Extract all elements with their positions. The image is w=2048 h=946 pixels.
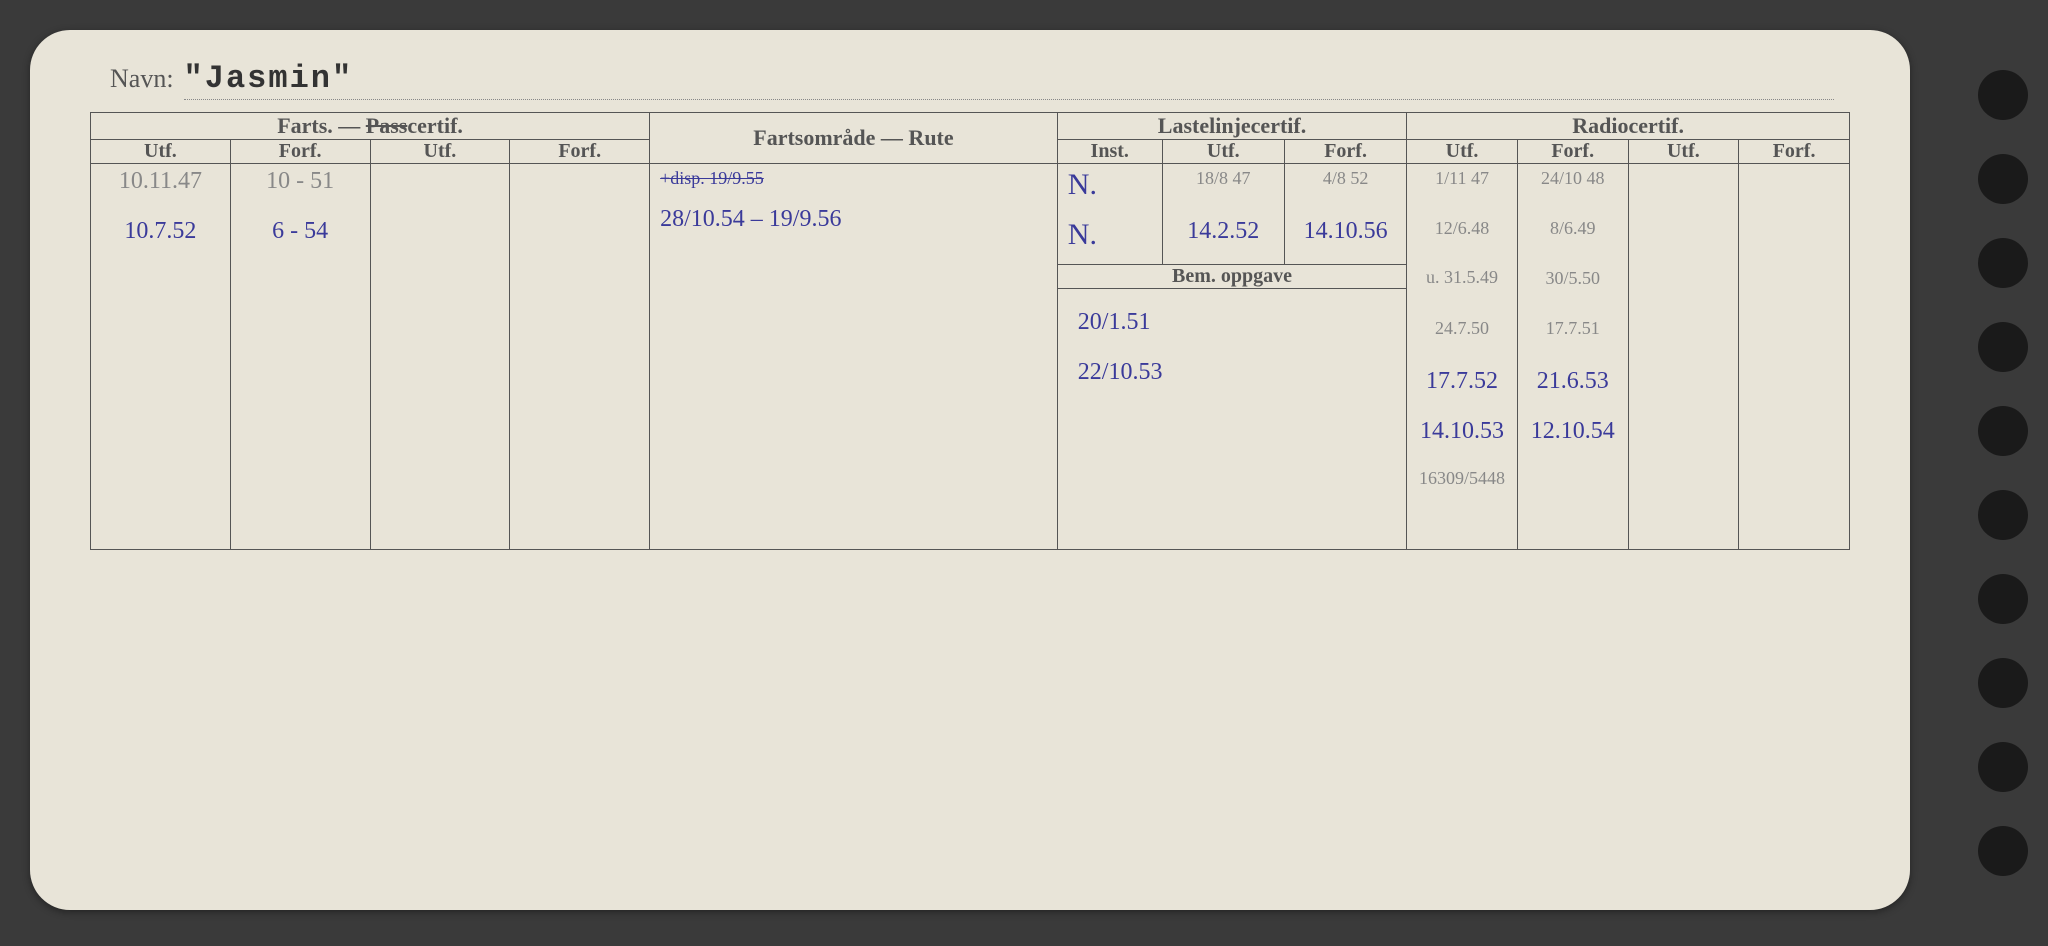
radio-utf-1: 1/11 47	[1407, 164, 1517, 214]
bem-line2: 22/10.53	[1058, 355, 1406, 405]
bem-header: Bem. oppgave	[1057, 265, 1406, 289]
hole-icon	[1978, 742, 2028, 792]
hole-icon	[1978, 658, 2028, 708]
laste-forf-2: 14.10.56	[1285, 214, 1406, 264]
header-farts: Farts. — Passcertif.	[91, 113, 650, 140]
sub-utf: Utf.	[370, 140, 510, 164]
sub-utf: Utf.	[1407, 140, 1518, 164]
radio-forf-6: 12.10.54	[1518, 414, 1628, 464]
farts-utf-1: 10.11.47	[91, 164, 230, 214]
sub-inst: Inst.	[1057, 140, 1162, 164]
index-card: Navn: "Jasmin" Farts. — Passcertif. Fart…	[30, 30, 1910, 910]
laste-forf-col: 4/8 52 14.10.56	[1284, 164, 1406, 265]
radio-forf-5: 21.6.53	[1518, 364, 1628, 414]
radio-forf-4: 17.7.51	[1518, 314, 1628, 364]
radio-forf-2: 8/6.49	[1518, 214, 1628, 264]
hole-icon	[1978, 406, 2028, 456]
card-content: Navn: "Jasmin" Farts. — Passcertif. Fart…	[30, 30, 1910, 550]
hole-icon	[1978, 322, 2028, 372]
radio-forf-1: 24/10 48	[1518, 164, 1628, 214]
radio-forf-a: 24/10 48 8/6.49 30/5.50 17.7.51 21.6.53 …	[1517, 164, 1628, 550]
hole-icon	[1978, 154, 2028, 204]
sub-forf: Forf.	[1739, 140, 1850, 164]
radio-forf-7	[1518, 464, 1628, 514]
laste-inst-2: N.	[1058, 214, 1162, 264]
header-radio: Radiocertif.	[1407, 113, 1850, 140]
farts-utf-2: 10.7.52	[91, 214, 230, 264]
certificate-table: Farts. — Passcertif. Fartsområde — Rute …	[90, 112, 1850, 550]
rute-cell: +disp. 19/9.55 28/10.54 – 19/9.56	[650, 164, 1058, 550]
radio-utf-3: u. 31.5.49	[1407, 264, 1517, 314]
radio-utf-b	[1628, 164, 1739, 550]
sub-utf: Utf.	[91, 140, 231, 164]
radio-forf-3: 30/5.50	[1518, 264, 1628, 314]
bem-cell: 20/1.51 22/10.53	[1057, 289, 1406, 550]
binder-holes	[1978, 70, 2028, 876]
laste-inst-1: N.	[1058, 164, 1162, 214]
farts-forf-b	[510, 164, 650, 550]
radio-utf-2: 12/6.48	[1407, 214, 1517, 264]
radio-forf-b	[1739, 164, 1850, 550]
laste-utf-col: 18/8 47 14.2.52	[1162, 164, 1284, 265]
hole-icon	[1978, 574, 2028, 624]
hole-icon	[1978, 826, 2028, 876]
hole-icon	[1978, 238, 2028, 288]
radio-utf-5: 17.7.52	[1407, 364, 1517, 414]
radio-utf-4: 24.7.50	[1407, 314, 1517, 364]
name-value: "Jasmin"	[184, 60, 1834, 100]
sub-forf: Forf.	[1517, 140, 1628, 164]
farts-forf-2: 6 - 54	[231, 214, 370, 264]
laste-inst-col: N. N.	[1057, 164, 1162, 265]
radio-utf-a: 1/11 47 12/6.48 u. 31.5.49 24.7.50 17.7.…	[1407, 164, 1518, 550]
bem-line1: 20/1.51	[1058, 289, 1406, 355]
name-row: Navn: "Jasmin"	[110, 60, 1850, 100]
farts-forf-1: 10 - 51	[231, 164, 370, 214]
hole-icon	[1978, 70, 2028, 120]
header-rute: Fartsområde — Rute	[650, 113, 1058, 164]
sub-forf: Forf.	[510, 140, 650, 164]
hole-icon	[1978, 490, 2028, 540]
laste-utf-2: 14.2.52	[1163, 214, 1284, 264]
radio-utf-6: 14.10.53	[1407, 414, 1517, 464]
farts-utf-b	[370, 164, 510, 550]
radio-utf-7: 16309/5448	[1407, 464, 1517, 514]
sub-utf: Utf.	[1162, 140, 1284, 164]
sub-forf: Forf.	[230, 140, 370, 164]
laste-forf-1: 4/8 52	[1285, 164, 1406, 214]
rute-line2: 28/10.54 – 19/9.56	[650, 202, 1057, 252]
sub-forf: Forf.	[1284, 140, 1406, 164]
laste-utf-1: 18/8 47	[1163, 164, 1284, 214]
header-row-1: Farts. — Passcertif. Fartsområde — Rute …	[91, 113, 1850, 140]
sub-utf: Utf.	[1628, 140, 1739, 164]
name-label: Navn:	[110, 64, 174, 94]
header-laste: Lastelinjecertif.	[1057, 113, 1406, 140]
